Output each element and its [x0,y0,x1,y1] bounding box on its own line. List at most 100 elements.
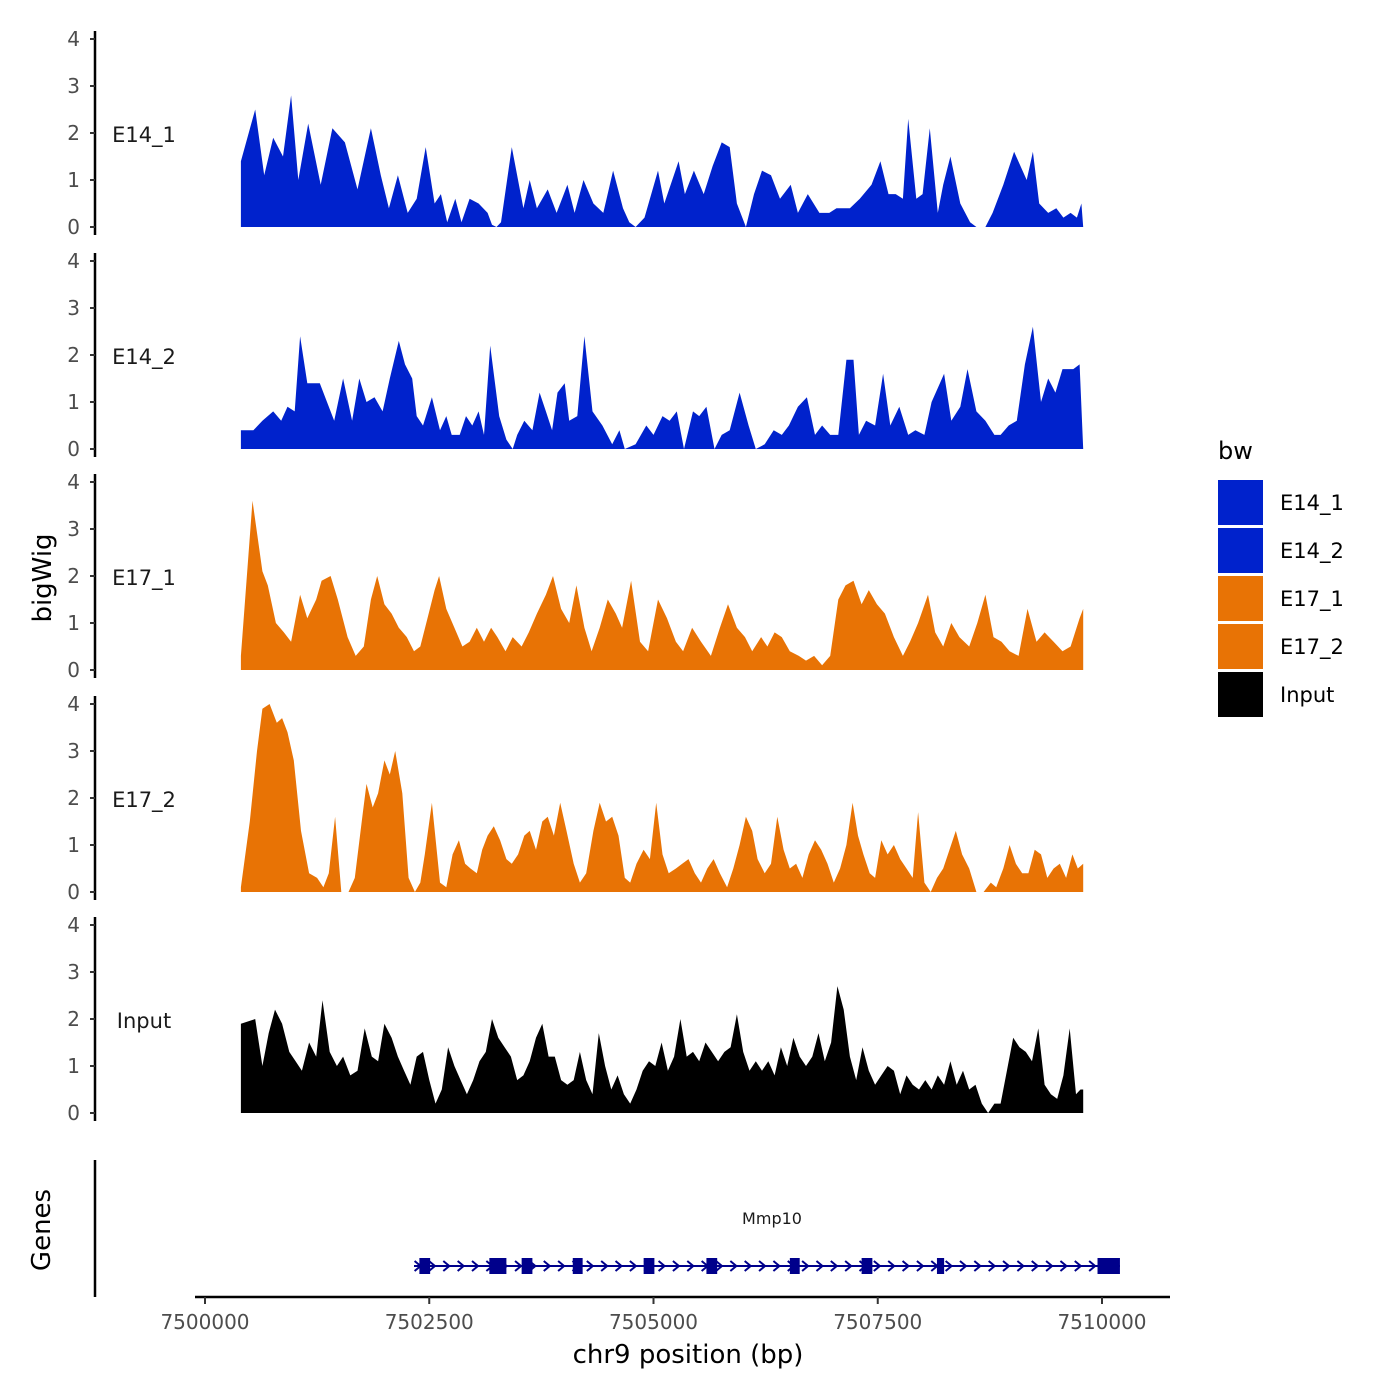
strand-arrow-icon [543,1260,552,1272]
track-e14-2: 0 1 2 3 4 E14_2 [67,249,1084,461]
x-axis: 7500000 7502500 7505000 7507500 7510000 [160,1295,1170,1334]
x-tick-label: 7510000 [1057,1310,1146,1334]
y-tick-label: 2 [67,1007,80,1031]
strand-arrow-icon [901,1260,911,1272]
gene-exon [861,1258,873,1274]
gene-exon [489,1258,507,1274]
legend-swatch [1218,480,1263,525]
strand-arrow-icon [557,1260,566,1272]
y-tick-label: 1 [67,1054,80,1078]
track-e17-2: 0 1 2 3 4 E17_2 [67,692,1084,904]
strand-arrow-icon [916,1260,925,1272]
strand-arrow-icon [729,1260,738,1272]
strand-arrow-icon [988,1260,997,1272]
strand-arrow-icon [514,1260,523,1272]
strand-arrow-icon [442,1260,451,1272]
strand-arrow-icon [629,1260,638,1272]
gene-exon [789,1258,800,1274]
legend-item-e17-1: E17_1 [1218,576,1344,621]
track-e17-1: 0 1 2 3 4 E17_1 [67,470,1084,682]
strand-arrow-icon [457,1260,466,1272]
strand-arrow-icon [1031,1260,1040,1272]
strand-arrow-icon [672,1260,681,1272]
strand-arrow-icon [428,1260,437,1272]
track-label: E17_2 [112,788,176,813]
strand-arrow-icon [657,1260,667,1272]
y-tick-label: 3 [67,74,80,98]
legend-label: Input [1280,683,1334,707]
strand-arrow-icon [1059,1260,1068,1272]
strand-arrow-icon [1016,1260,1025,1272]
y-tick-label: 4 [67,27,80,51]
strand-arrow-icon [1074,1260,1083,1272]
strand-arrow-icon [830,1260,839,1272]
y-tick-label: 4 [67,470,80,494]
track-label: Input [117,1009,171,1033]
gene-exon [419,1258,431,1274]
legend-item-e14-2: E14_2 [1218,528,1344,573]
gene-exon [521,1258,533,1274]
y-tick-label: 0 [67,437,80,461]
gene-label-mmp10: Mmp10 [742,1209,802,1228]
legend-label: E17_2 [1280,635,1344,660]
strand-arrow-icon [772,1260,781,1272]
strand-arrow-icon [715,1260,724,1272]
strand-arrow-icon [801,1260,810,1272]
y-tick-label: 2 [67,343,80,367]
y-tick-label: 2 [67,121,80,145]
legend-swatch [1218,576,1263,621]
strand-arrow-icon [1002,1260,1011,1272]
strand-arrow-icon [614,1260,624,1272]
y-tick-label: 4 [67,249,80,273]
legend: E14_1 E14_2 E17_1 E17_2 Input [1218,480,1344,717]
area-input [240,986,1084,1113]
strand-arrow-icon [586,1260,595,1272]
area-e17-2 [240,704,1084,892]
gene-track [93,1160,1120,1297]
strand-arrow-icon [758,1260,767,1272]
strand-arrow-icon [600,1260,609,1272]
track-label: E14_2 [112,345,176,370]
x-tick-label: 7500000 [160,1310,249,1334]
area-e14-2 [240,326,1084,449]
track-label: E14_1 [112,123,176,148]
y-tick-label: 1 [67,168,80,192]
legend-title: bw [1218,437,1253,465]
x-axis-title: chr9 position (bp) [573,1340,804,1370]
y-tick-label: 0 [67,880,80,904]
y-tick-label: 0 [67,658,80,682]
strand-arrow-icon [815,1260,825,1272]
strand-arrow-icon [844,1260,853,1272]
y-tick-label: 4 [67,692,80,716]
x-tick-label: 7507500 [833,1310,922,1334]
gene-exon [706,1258,718,1274]
legend-label: E17_1 [1280,587,1344,612]
track-input: 0 1 2 3 4 Input [67,913,1084,1125]
legend-item-e14-1: E14_1 [1218,480,1344,525]
strand-arrow-icon [744,1260,753,1272]
area-e17-1 [240,500,1084,670]
y-tick-label: 3 [67,296,80,320]
bigwig-tracks: 0 1 2 3 4 E14_1 0 1 2 3 4 E14_2 0 1 2 3 4 E17_1 0 1 2 3 4 E17_2… [67,27,1120,1297]
y-axis-title: bigWig [28,533,58,622]
strand-arrow-icon [471,1260,480,1272]
strand-arrow-icon [1045,1260,1054,1272]
y-tick-label: 3 [67,739,80,763]
strand-arrow-icon [686,1260,695,1272]
y-tick-label: 4 [67,913,80,937]
legend-label: E14_2 [1280,539,1344,564]
gene-exon [572,1258,583,1274]
track-e14-1: 0 1 2 3 4 E14_1 [67,27,1084,239]
y-tick-label: 3 [67,517,80,541]
x-tick-label: 7505000 [609,1310,698,1334]
legend-swatch [1218,624,1263,669]
y-tick-label: 2 [67,786,80,810]
y-tick-label: 1 [67,833,80,857]
y-tick-label: 3 [67,960,80,984]
legend-swatch [1218,672,1263,717]
strand-arrow-icon [959,1260,968,1272]
strand-arrow-icon [887,1260,896,1272]
strand-arrow-icon [1088,1260,1097,1272]
legend-item-e17-2: E17_2 [1218,624,1344,669]
